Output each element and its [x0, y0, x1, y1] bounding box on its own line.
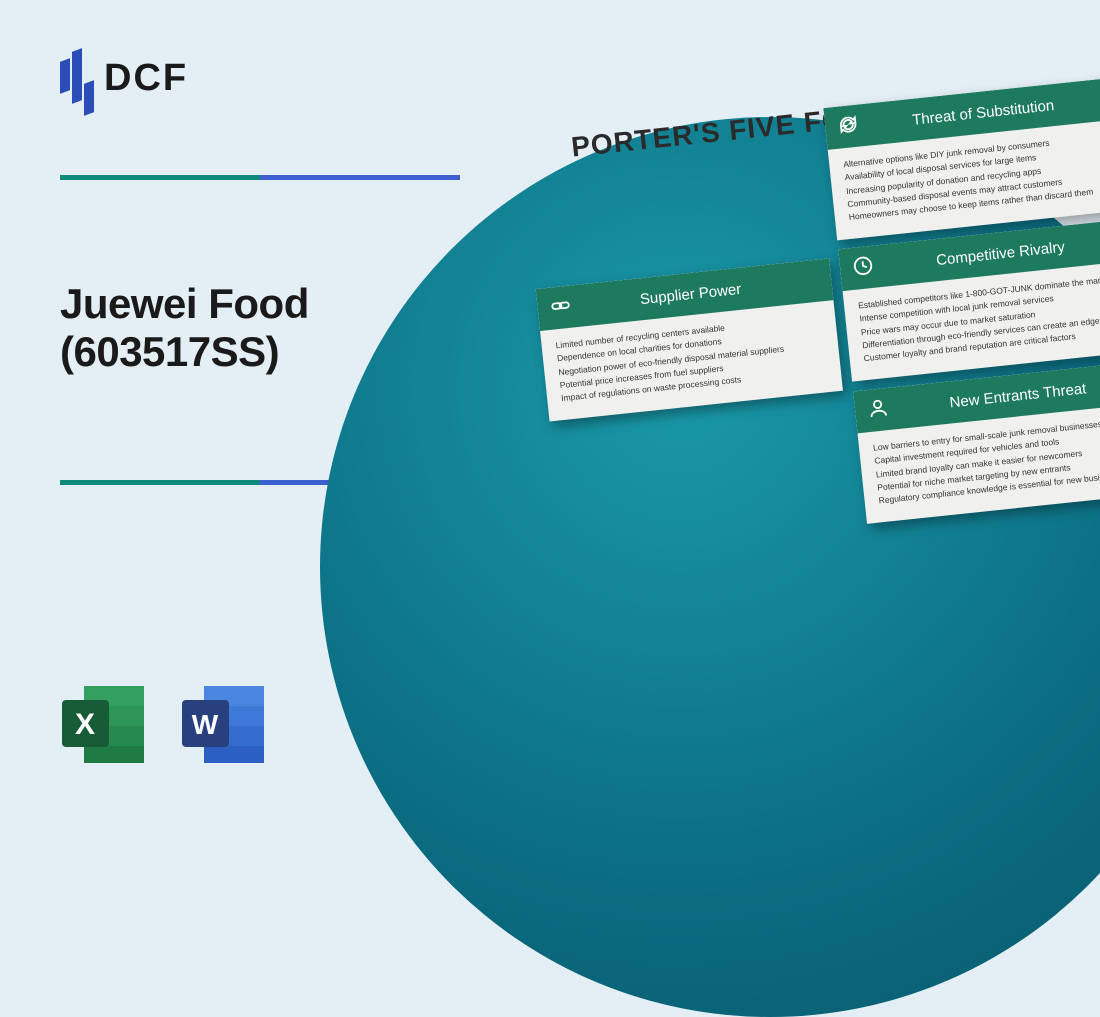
- logo-bars-icon: [60, 50, 94, 106]
- svg-text:W: W: [192, 709, 219, 740]
- page-title: Juewei Food (603517SS): [60, 280, 309, 377]
- refresh-icon: [836, 113, 861, 141]
- divider-top: [60, 175, 460, 180]
- user-icon: [866, 396, 891, 424]
- link-icon: [548, 294, 573, 322]
- title-line-1: Juewei Food: [60, 280, 309, 328]
- svg-text:X: X: [75, 708, 95, 741]
- app-icons-row: X W: [60, 682, 270, 767]
- word-icon: W: [180, 682, 270, 767]
- brand-name: DCF: [104, 57, 188, 100]
- brand-logo: DCF: [60, 50, 188, 106]
- excel-icon: X: [60, 682, 150, 767]
- clock-icon: [851, 254, 876, 282]
- title-line-2: (603517SS): [60, 328, 309, 376]
